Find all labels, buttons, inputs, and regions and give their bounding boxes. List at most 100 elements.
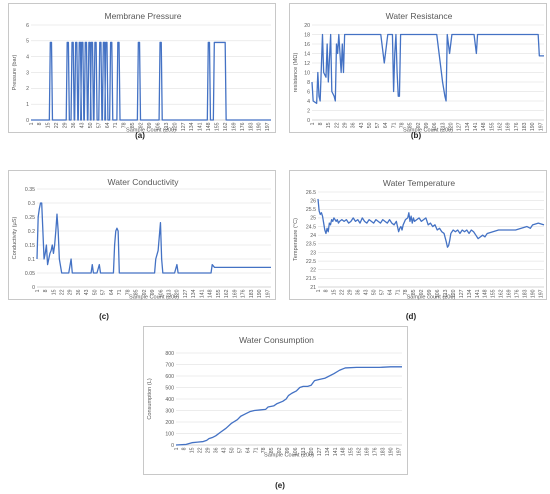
- series-line: [31, 41, 271, 121]
- x-tick-label: 183: [380, 447, 386, 456]
- x-tick-label: 85: [269, 447, 275, 453]
- x-tick-label: 1: [29, 122, 35, 125]
- x-tick-label: 22: [334, 122, 340, 128]
- chart-title: Water Conductivity: [107, 177, 179, 187]
- chart-title: Water Temperature: [383, 178, 456, 188]
- caption-d: (d): [405, 312, 417, 321]
- x-tick-label: 134: [189, 122, 195, 131]
- x-tick-label: 106: [293, 447, 299, 456]
- y-tick-label: 26.5: [306, 190, 316, 196]
- x-tick-label: 50: [229, 447, 235, 453]
- x-axis-label: Sample Count (200): [264, 453, 314, 459]
- series-line: [317, 198, 545, 248]
- y-tick-label: 21.5: [306, 276, 316, 282]
- x-tick-label: 22: [59, 289, 65, 295]
- y-tick-label: 22.5: [306, 259, 316, 265]
- y-tick-label: 18: [304, 32, 310, 38]
- y-tick-label: 22: [310, 268, 316, 274]
- x-tick-label: 162: [499, 289, 505, 298]
- x-tick-label: 134: [465, 122, 471, 131]
- y-tick-label: 200: [165, 420, 174, 426]
- x-tick-label: 134: [325, 447, 331, 456]
- x-tick-label: 155: [215, 122, 221, 131]
- y-tick-label: 10: [304, 70, 310, 76]
- x-tick-label: 8: [43, 289, 49, 292]
- x-tick-label: 64: [109, 289, 115, 295]
- x-tick-label: 57: [375, 122, 381, 128]
- chart-panel-d: Water Temperature 21 21.5 22 22.5 23 23.5 24 24.…: [289, 170, 547, 301]
- x-tick-label: 155: [491, 289, 497, 298]
- chart-title: Water Consumption: [239, 335, 314, 345]
- y-axis-label: resistance (MΩ): [293, 53, 299, 93]
- y-tick-label: 25.5: [306, 207, 316, 213]
- x-tick-label: 78: [261, 447, 267, 453]
- x-tick-label: 141: [198, 122, 204, 131]
- x-tick-label: 29: [348, 289, 354, 295]
- x-tick-label: 197: [265, 289, 271, 298]
- x-tick-label: 113: [166, 289, 172, 297]
- caption-e: (e): [275, 481, 285, 490]
- x-tick-label: 113: [164, 122, 170, 130]
- y-tick-label: 0: [171, 443, 174, 449]
- x-tick-label: 36: [76, 289, 82, 295]
- y-tick-label: 25: [310, 216, 316, 222]
- x-tick-label: 15: [190, 447, 196, 453]
- x-tick-label: 176: [241, 289, 247, 298]
- x-tick-label: 176: [514, 122, 520, 131]
- y-tick-label: 0.2: [28, 229, 35, 235]
- x-tick-label: 113: [301, 447, 307, 455]
- y-tick-label: 8: [307, 80, 310, 86]
- x-axis-label: Sample Count (200): [403, 128, 453, 134]
- x-tick-label: 71: [253, 447, 259, 453]
- x-tick-label: 15: [46, 122, 52, 128]
- x-tick-label: 120: [172, 122, 178, 131]
- x-tick-label: 197: [538, 122, 544, 131]
- x-tick-label: 50: [371, 289, 377, 295]
- x-tick-label: 29: [68, 289, 74, 295]
- y-tick-label: 0.15: [25, 243, 35, 249]
- y-tick-label: 700: [165, 362, 174, 368]
- chart-panel-e: Water Consumption 0 100 200 300 400 500 600 700 8…: [143, 326, 408, 475]
- x-tick-label: 92: [277, 447, 283, 453]
- y-tick-label: 20: [304, 23, 310, 29]
- x-tick-label: 183: [522, 289, 528, 298]
- y-axis-label: Pressure (bar): [12, 54, 18, 90]
- y-axis-label: Conductivity (µS): [12, 217, 18, 260]
- x-tick-label: 183: [522, 122, 528, 131]
- series-line: [311, 33, 544, 105]
- x-tick-label: 43: [359, 122, 365, 128]
- x-tick-label: 43: [79, 122, 85, 128]
- y-tick-label: 100: [165, 431, 174, 437]
- x-tick-label: 57: [101, 289, 107, 295]
- x-tick-label: 169: [507, 289, 513, 298]
- x-tick-label: 71: [113, 122, 119, 128]
- x-tick-label: 155: [489, 122, 495, 131]
- x-tick-label: 92: [419, 289, 425, 295]
- x-tick-label: 162: [224, 289, 230, 298]
- x-tick-label: 106: [435, 289, 441, 298]
- y-tick-label: 0.05: [25, 271, 35, 277]
- x-tick-label: 8: [324, 289, 330, 292]
- chart-title: Water Resistance: [386, 11, 453, 21]
- x-tick-label: 85: [408, 122, 414, 128]
- x-tick-label: 148: [206, 122, 212, 131]
- y-tick-label: 2: [307, 108, 310, 114]
- x-tick-label: 127: [181, 122, 187, 131]
- x-tick-label: 1: [316, 289, 322, 292]
- x-axis-label: Sample Count (200): [126, 128, 176, 134]
- x-tick-label: 148: [341, 447, 347, 456]
- x-tick-label: 50: [88, 122, 94, 128]
- x-tick-label: 64: [387, 289, 393, 295]
- x-tick-label: 127: [457, 122, 463, 131]
- y-tick-label: 800: [165, 351, 174, 357]
- y-tick-label: 0.1: [28, 257, 35, 263]
- x-tick-label: 1: [174, 447, 180, 450]
- x-tick-label: 36: [71, 122, 77, 128]
- x-tick-label: 29: [206, 447, 212, 453]
- y-tick-label: 21: [310, 285, 316, 291]
- x-tick-label: 43: [363, 289, 369, 295]
- x-tick-label: 162: [223, 122, 229, 131]
- y-tick-label: 500: [165, 385, 174, 391]
- x-tick-label: 15: [326, 122, 332, 128]
- y-tick-label: 400: [165, 397, 174, 403]
